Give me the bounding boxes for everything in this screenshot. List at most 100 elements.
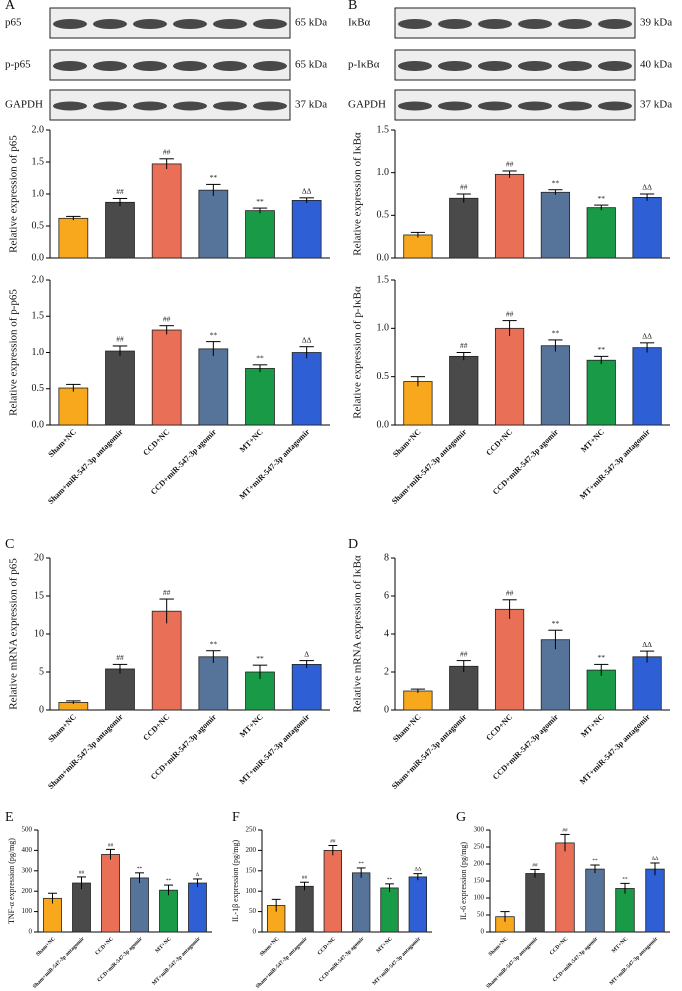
error-bar	[639, 650, 655, 663]
bar	[198, 656, 229, 711]
bar	[188, 882, 207, 933]
significance-label: ##	[302, 875, 308, 881]
blot-band	[173, 19, 207, 29]
blot-frame	[49, 89, 291, 121]
significance-label: **	[210, 173, 218, 182]
error-bar	[560, 833, 570, 852]
blot-band	[398, 101, 432, 111]
blot-size: 37 kDa	[640, 99, 672, 111]
blot-label: p-IκBα	[348, 59, 380, 71]
error-bar	[502, 170, 517, 178]
bar	[130, 877, 149, 933]
blot-band	[213, 61, 247, 71]
x-tick-label: Sham+miR-547-3p antagomir	[46, 427, 125, 506]
blot-band	[53, 101, 87, 111]
blot-band	[478, 19, 512, 29]
blot-frame	[394, 7, 636, 39]
panel-letter: F	[232, 810, 240, 825]
significance-label: ##	[532, 862, 538, 868]
blot-band	[518, 19, 552, 29]
blot-band	[253, 61, 287, 71]
y-axis-title: TNF-α expression (pg/mg)	[7, 838, 16, 924]
error-bar	[193, 878, 202, 888]
x-tick-label: MT+miR-547-3p antagomir	[151, 936, 202, 987]
error-bar	[410, 231, 426, 238]
bar	[585, 868, 605, 933]
blot-size: 40 kDa	[640, 59, 672, 71]
x-tick-label: Sham+miR-547-3p antagomir	[485, 936, 539, 990]
significance-label: ΔΔ	[652, 856, 659, 862]
error-bar	[456, 660, 471, 672]
y-tick-label: 300	[474, 826, 485, 834]
y-tick-label: 0.0	[377, 252, 390, 263]
blot-label: GAPDH	[5, 99, 43, 111]
significance-label: **	[256, 654, 264, 663]
blot-size: 39 kDa	[640, 17, 672, 29]
bar	[151, 163, 182, 259]
error-bar	[594, 663, 609, 676]
blot-band	[133, 61, 167, 71]
x-tick-label: CCD+NC	[317, 936, 338, 957]
bar	[555, 842, 575, 933]
error-bar	[548, 629, 563, 650]
bar	[540, 191, 571, 259]
panel-letter: D	[348, 537, 358, 552]
significance-label: ##	[506, 309, 514, 318]
y-axis-title: Relative expression of p-IκBα	[352, 286, 364, 419]
y-tick-label: 0	[481, 928, 485, 936]
bar	[245, 210, 275, 259]
error-bar	[356, 867, 366, 878]
error-bar	[299, 660, 314, 669]
y-tick-label: 400	[22, 846, 33, 854]
bar	[403, 234, 433, 259]
y-tick-label: 0.5	[377, 371, 390, 382]
y-tick-label: 100	[246, 887, 257, 895]
bar	[494, 327, 525, 426]
significance-label: **	[598, 194, 606, 203]
error-bar	[252, 364, 268, 373]
y-tick-label: 8	[384, 552, 389, 563]
panel-letter: C	[5, 537, 14, 552]
error-bar	[112, 345, 128, 357]
significance-label: **	[166, 878, 172, 884]
y-tick-label: 200	[246, 846, 257, 854]
y-tick-label: 0.0	[377, 419, 390, 430]
error-bar	[77, 876, 86, 890]
error-bar	[252, 207, 268, 214]
bar	[540, 345, 571, 426]
blot-band	[93, 61, 127, 71]
bar	[449, 197, 479, 259]
significance-label: ##	[163, 314, 171, 323]
significance-label: **	[359, 861, 365, 867]
x-tick-label: Sham+NC	[488, 936, 510, 958]
bar	[58, 387, 89, 426]
y-axis-title: Relative mRNA expression of p65	[8, 558, 20, 710]
blot-band	[173, 61, 207, 71]
significance-label: Δ	[304, 649, 309, 658]
significance-label: **	[210, 639, 218, 648]
error-bar	[299, 197, 314, 203]
x-tick-label: MT+NC	[238, 427, 265, 454]
error-bar	[112, 197, 128, 207]
y-tick-label: 1.0	[32, 188, 45, 199]
x-tick-label: Sham+miR-547-3p antagomir	[390, 427, 469, 506]
y-tick-label: 0	[253, 928, 257, 936]
blot-frame	[394, 89, 636, 121]
bar	[632, 197, 662, 259]
y-axis-title: IL-1β expression (pg/mg)	[231, 840, 240, 923]
blot-band	[213, 19, 247, 29]
y-tick-label: 0.0	[32, 252, 45, 263]
panel-letter: B	[348, 0, 357, 13]
bar	[105, 668, 135, 711]
significance-label: ##	[460, 649, 468, 658]
y-tick-label: 0.0	[32, 419, 45, 430]
x-tick-label: MT+NC	[579, 427, 606, 454]
x-tick-label: MT+NC	[154, 936, 172, 954]
significance-label: ##	[506, 589, 514, 598]
significance-label: ##	[562, 827, 568, 833]
blot-label: p-p65	[5, 59, 31, 71]
y-tick-label: 50	[477, 911, 485, 919]
error-bar	[548, 339, 563, 352]
y-tick-label: 200	[22, 887, 33, 895]
significance-label: ΔΔ	[414, 867, 421, 873]
